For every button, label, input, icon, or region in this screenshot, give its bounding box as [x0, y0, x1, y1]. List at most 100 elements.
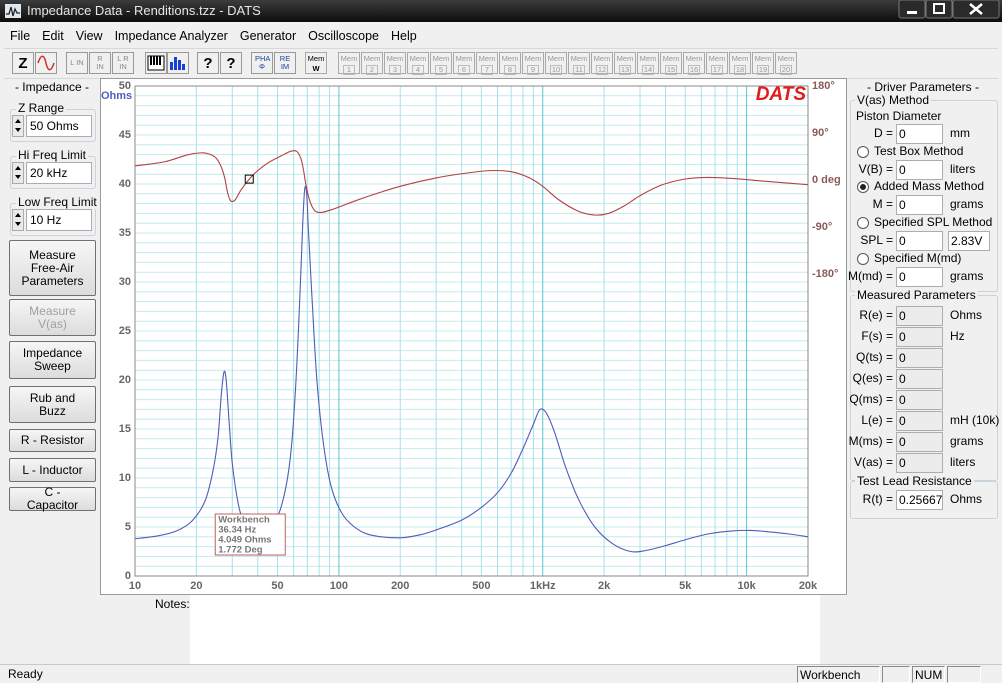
field-input: 0 [896, 411, 943, 431]
toolbar-button[interactable]: L R IN [112, 52, 134, 74]
window-controls [898, 0, 1000, 19]
toolbar-button[interactable]: RE IM [274, 52, 296, 74]
memory-label: Mem [386, 54, 404, 63]
spinner-up [15, 213, 21, 217]
menu-item[interactable]: Edit [42, 29, 64, 43]
menu-item[interactable]: Help [391, 29, 417, 43]
field-input[interactable]: 0 [896, 267, 943, 287]
menu-item[interactable]: Oscilloscope [308, 29, 379, 43]
menu-item[interactable]: File [10, 29, 31, 43]
radio[interactable] [857, 146, 869, 158]
waveform-button[interactable] [35, 52, 57, 74]
field-input[interactable]: 0.25667 [896, 490, 943, 510]
field-unit: liters [950, 455, 976, 469]
x-tick-label: 10k [737, 580, 756, 592]
menu-item[interactable]: Impedance Analyzer [114, 29, 228, 43]
memory-button[interactable]: Mem 5 [430, 52, 452, 75]
memory-button[interactable]: Mem 14 [637, 52, 659, 75]
spinner-up [15, 166, 21, 170]
x-tick-label: 2k [598, 580, 611, 592]
field-input[interactable]: 0 [896, 195, 943, 215]
memory-button[interactable]: Mem 3 [384, 52, 406, 75]
memory-button[interactable]: Mem W [305, 52, 327, 74]
memory-button[interactable]: Mem 11 [568, 52, 590, 75]
memory-button[interactable]: Mem 9 [522, 52, 544, 75]
menu-item[interactable]: View [75, 29, 103, 43]
radio[interactable] [857, 253, 869, 265]
memory-button[interactable]: Mem 10 [545, 52, 567, 75]
group-legend: Hi Freq Limit [16, 148, 89, 162]
spectrum-button[interactable] [167, 52, 189, 74]
y-tick-label: 20 [119, 374, 131, 386]
x-tick-label: 50 [271, 580, 283, 592]
toolbar-label: ? [226, 54, 236, 72]
menu-bar: File Edit View Impedance Analyzer Generator O… [4, 27, 423, 47]
toolbar-button[interactable]: L IN [66, 52, 88, 74]
panel-button[interactable]: L - Inductor [9, 458, 96, 482]
spinner[interactable] [12, 115, 24, 137]
memory-button[interactable]: Mem 15 [660, 52, 682, 75]
app-icon [5, 4, 21, 18]
spinner[interactable] [12, 162, 24, 184]
memory-button[interactable]: Mem 8 [499, 52, 521, 75]
group-input[interactable]: 50 Ohms [26, 115, 92, 137]
toolbar-button[interactable]: PHA Φ [251, 52, 273, 74]
group-input[interactable]: 10 Hz [26, 209, 92, 231]
radio-label[interactable]: Test Box Method [874, 144, 964, 158]
minimize-button[interactable] [898, 0, 926, 19]
y2-tick-label: -90° [812, 221, 832, 233]
memory-button[interactable]: Mem 6 [453, 52, 475, 75]
memory-slot: 5 [435, 65, 447, 75]
field-input[interactable]: 0 [896, 231, 943, 251]
button-label: R - Resistor [20, 433, 85, 447]
toolbar-button[interactable]: Z [12, 52, 34, 74]
memory-slot: W [312, 64, 320, 73]
memory-button[interactable]: Mem 16 [683, 52, 705, 75]
x-tick-label: 10 [129, 580, 141, 592]
field-input[interactable]: 0 [896, 124, 943, 144]
y-tick-label: 5 [125, 521, 131, 533]
cursor-box [214, 513, 286, 556]
memory-label: Mem [524, 54, 542, 63]
group-legend: Measured Parameters [855, 288, 978, 302]
memory-button[interactable]: Mem 20 [775, 52, 797, 75]
radio-label[interactable]: Added Mass Method [874, 179, 985, 193]
y-tick-label: 0 [125, 570, 131, 582]
icon-part [6, 6, 20, 17]
group-legend: V(as) Method [855, 93, 932, 107]
memory-button[interactable]: Mem 13 [614, 52, 636, 75]
panel-button[interactable]: R - Resistor [9, 429, 96, 452]
toolbar-label: L R IN [117, 54, 129, 71]
radio[interactable] [857, 217, 869, 229]
status-bar [0, 664, 1002, 683]
memory-slot: 15 [665, 65, 677, 75]
memory-button[interactable]: Mem 4 [407, 52, 429, 75]
memory-button[interactable]: Mem 1 [338, 52, 360, 75]
panel-button[interactable]: Impedance Sweep [9, 341, 96, 379]
notes-field[interactable] [190, 595, 820, 664]
memory-button[interactable]: Mem 7 [476, 52, 498, 75]
toolbar-label: R IN [96, 54, 104, 71]
menu-item[interactable]: Generator [239, 29, 297, 43]
panel-button[interactable]: C - Capacitor [9, 486, 96, 512]
memory-button[interactable]: Mem 12 [591, 52, 613, 75]
field-input[interactable]: 0 [896, 160, 943, 180]
group-input[interactable]: 20 kHz [26, 162, 92, 184]
memory-button[interactable]: Mem 18 [729, 52, 751, 75]
radio-label[interactable]: Specified M(md) [874, 251, 962, 265]
toolbar-button[interactable]: ? [197, 52, 219, 74]
spinner[interactable] [12, 209, 24, 231]
radio[interactable] [857, 181, 869, 193]
panel-button[interactable]: Measure Free-Air Parameters [9, 240, 96, 296]
piano-button[interactable] [145, 52, 167, 74]
panel-button[interactable]: Rub and Buzz [9, 386, 96, 423]
panel-title: - Impedance - [14, 80, 90, 94]
toolbar-button[interactable]: ? [220, 52, 242, 74]
memory-button[interactable]: Mem 17 [706, 52, 728, 75]
button-label: Rub and Buzz [29, 390, 76, 418]
maximize-button[interactable] [925, 0, 953, 19]
toolbar-button[interactable]: R IN [89, 52, 111, 74]
memory-button[interactable]: Mem 19 [752, 52, 774, 75]
radio-label[interactable]: Specified SPL Method [874, 215, 993, 229]
memory-button[interactable]: Mem 2 [361, 52, 383, 75]
